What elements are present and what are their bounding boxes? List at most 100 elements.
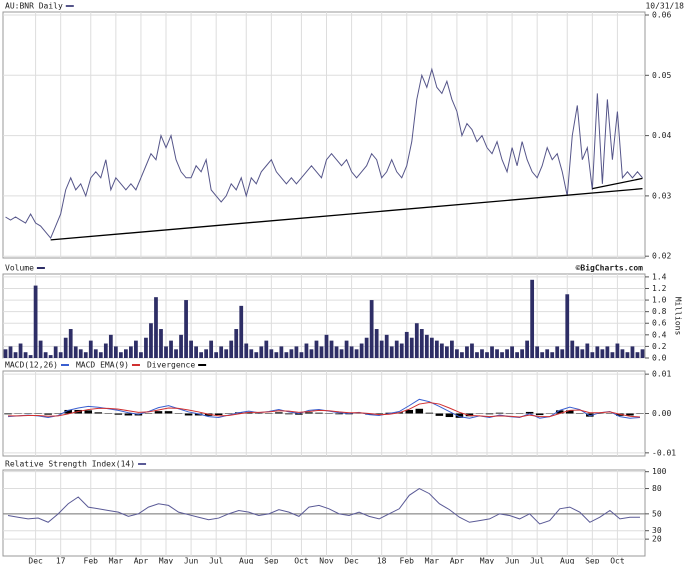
bar — [495, 412, 504, 414]
bar — [404, 331, 409, 358]
bar — [285, 413, 293, 415]
x-tick-label: Mar — [425, 557, 440, 564]
y-tick-label: 20 — [652, 535, 662, 544]
bar — [194, 346, 198, 358]
bar — [88, 340, 93, 358]
bar — [620, 349, 625, 358]
x-tick-label: May — [480, 557, 495, 564]
bar — [214, 413, 223, 416]
bar — [114, 413, 123, 415]
bar — [129, 346, 133, 358]
y-tick-label: 30 — [652, 526, 662, 535]
bar — [295, 413, 303, 415]
bar — [434, 340, 439, 358]
bar — [329, 340, 334, 358]
bar — [204, 349, 209, 358]
bar — [154, 297, 158, 358]
bar — [555, 410, 564, 414]
bar — [575, 346, 580, 358]
bar — [545, 349, 550, 358]
y-tick-label: 50 — [652, 509, 662, 518]
bar — [118, 352, 123, 358]
bar — [605, 346, 610, 358]
x-tick-label: 18 — [377, 557, 387, 564]
x-tick-label: Jul — [530, 557, 545, 564]
bar — [405, 409, 414, 414]
bar — [630, 346, 635, 358]
bar — [359, 343, 364, 358]
panel-frame — [2, 11, 646, 259]
bar — [580, 349, 585, 358]
bar — [590, 352, 595, 358]
bar — [525, 411, 534, 414]
bar — [139, 352, 143, 358]
bar — [58, 352, 63, 358]
bar — [13, 352, 18, 358]
y-tick-label: 1.2 — [652, 284, 667, 293]
bar — [174, 349, 178, 358]
bar — [389, 346, 394, 358]
bar — [209, 340, 214, 358]
bar — [379, 340, 384, 358]
x-tick-label: Apr — [450, 557, 465, 564]
legend-label: Relative Strength Index(14) — [5, 460, 135, 469]
y-tick-label: 0.6 — [652, 319, 667, 328]
bar — [154, 411, 163, 414]
bar — [279, 346, 284, 358]
y-axis-label: Millions — [674, 297, 683, 336]
bar — [33, 285, 38, 358]
bar — [445, 346, 449, 358]
legend-label: Volume — [5, 264, 34, 273]
bar — [425, 412, 434, 414]
panel-frame — [2, 273, 646, 359]
bar — [44, 413, 52, 415]
bar — [284, 352, 289, 358]
trend-line — [592, 177, 643, 190]
bar — [53, 346, 58, 358]
bar — [184, 413, 193, 416]
y-tick-label: -0.01 — [652, 448, 676, 457]
x-tick-label: Feb — [84, 557, 99, 564]
legend-label: Divergence — [147, 361, 195, 370]
x-tick-label: Jun — [184, 557, 199, 564]
x-tick-label: Apr — [134, 557, 149, 564]
bar — [415, 408, 424, 414]
series-line — [7, 487, 640, 525]
bar — [364, 337, 369, 358]
bar — [305, 412, 313, 414]
bar — [98, 352, 103, 358]
y-tick-label: 0.0 — [652, 354, 667, 363]
bar — [164, 346, 168, 358]
bar — [530, 279, 535, 358]
y-tick-label: 0.8 — [652, 307, 667, 316]
bar — [304, 343, 309, 358]
y-tick-label: 0.05 — [652, 71, 671, 80]
legend-label: MACD EMA(9) — [76, 361, 129, 370]
x-tick-label: Sep — [264, 557, 279, 564]
x-tick-label: Oct — [610, 557, 625, 564]
bar — [179, 334, 183, 358]
x-tick-label: Aug — [560, 557, 575, 564]
bar — [78, 349, 83, 358]
bar — [429, 337, 434, 358]
x-tick-label: Jun — [505, 557, 520, 564]
bar — [264, 340, 269, 358]
bar — [465, 413, 474, 417]
bar — [445, 413, 454, 418]
bar — [275, 412, 283, 414]
bar — [23, 352, 28, 358]
bar — [369, 300, 374, 358]
bar — [244, 343, 249, 358]
bar — [309, 349, 314, 358]
bar — [525, 340, 530, 358]
bar — [43, 352, 48, 358]
y-tick-label: 0.02 — [652, 252, 671, 261]
bar — [113, 346, 118, 358]
bar — [38, 340, 43, 358]
bar — [124, 349, 128, 358]
y-tick-label: 1.4 — [652, 272, 667, 281]
bar — [259, 346, 264, 358]
bar — [108, 334, 113, 358]
bar — [424, 334, 429, 358]
